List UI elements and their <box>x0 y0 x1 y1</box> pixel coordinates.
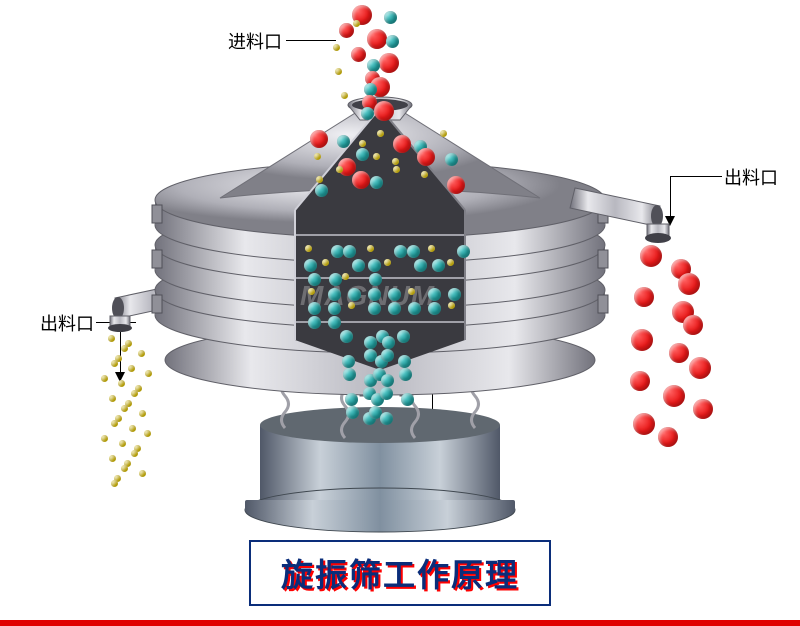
particle <box>693 399 713 419</box>
particle <box>380 387 393 400</box>
particle <box>457 245 470 258</box>
particle <box>428 288 441 301</box>
particle <box>305 245 312 252</box>
label-outlet-right: 出料口 <box>724 164 778 190</box>
particle <box>448 302 455 309</box>
particle <box>101 435 108 442</box>
particle <box>342 273 349 280</box>
particle <box>669 343 689 363</box>
particle <box>109 395 116 402</box>
particle <box>373 153 380 160</box>
particle <box>348 288 361 301</box>
particle <box>678 273 700 295</box>
particle <box>447 259 454 266</box>
particle <box>401 393 414 406</box>
particle <box>340 330 353 343</box>
particle <box>328 302 341 315</box>
particle <box>314 153 321 160</box>
particle <box>121 465 128 472</box>
particle <box>335 68 342 75</box>
particle <box>310 130 328 148</box>
particle <box>329 273 342 286</box>
particle <box>342 355 355 368</box>
particle <box>308 273 321 286</box>
particle <box>408 302 421 315</box>
particle <box>139 410 146 417</box>
particle <box>131 450 138 457</box>
particle <box>398 355 411 368</box>
particle <box>364 83 377 96</box>
particle <box>333 44 340 51</box>
particle <box>121 405 128 412</box>
particle <box>381 374 394 387</box>
particle <box>384 11 397 24</box>
particle <box>111 420 118 427</box>
particle <box>337 135 350 148</box>
particle <box>336 166 343 173</box>
particle <box>388 288 401 301</box>
particle <box>111 360 118 367</box>
particle <box>348 302 355 309</box>
particle <box>119 440 126 447</box>
particle <box>683 315 703 335</box>
particle <box>386 35 399 48</box>
particle <box>377 130 384 137</box>
diagram-title: 旋振筛工作原理 <box>249 540 551 606</box>
label-inlet: 进料口 <box>228 28 282 54</box>
particle <box>631 329 653 351</box>
particle <box>394 245 407 258</box>
particle <box>352 259 365 272</box>
particle <box>331 245 344 258</box>
particle <box>108 335 115 342</box>
particle <box>351 47 366 62</box>
particle <box>374 101 394 121</box>
particle <box>308 316 321 329</box>
particle <box>341 92 348 99</box>
particle <box>388 302 401 315</box>
particle <box>308 288 315 295</box>
particle <box>640 245 662 267</box>
particle <box>346 406 359 419</box>
pointer-inlet <box>286 40 336 41</box>
particle <box>304 259 317 272</box>
particle <box>308 302 321 315</box>
bottom-border <box>0 620 800 626</box>
particle <box>121 345 128 352</box>
particle <box>417 148 435 166</box>
particle <box>367 29 387 49</box>
particle <box>364 336 377 349</box>
particle <box>328 288 341 301</box>
particle <box>380 412 393 425</box>
particle <box>428 302 441 315</box>
particle <box>379 53 399 73</box>
particle <box>368 288 381 301</box>
particle <box>448 288 461 301</box>
particle <box>445 153 458 166</box>
particle <box>129 425 136 432</box>
particle <box>368 259 381 272</box>
particle <box>353 20 360 27</box>
particle <box>109 455 116 462</box>
particle <box>658 427 678 447</box>
particle <box>111 480 118 487</box>
particle <box>367 245 374 252</box>
particle <box>392 158 399 165</box>
particle <box>101 375 108 382</box>
particle <box>345 393 358 406</box>
particle <box>367 59 380 72</box>
particle <box>414 259 427 272</box>
particle <box>689 357 711 379</box>
particle <box>397 330 410 343</box>
particle <box>368 302 381 315</box>
particle <box>408 288 415 295</box>
particle <box>315 184 328 197</box>
particle <box>145 370 152 377</box>
particle <box>339 23 354 38</box>
particle <box>633 413 655 435</box>
particle <box>421 171 428 178</box>
particle <box>131 390 138 397</box>
particle <box>316 176 323 183</box>
particle <box>328 316 341 329</box>
